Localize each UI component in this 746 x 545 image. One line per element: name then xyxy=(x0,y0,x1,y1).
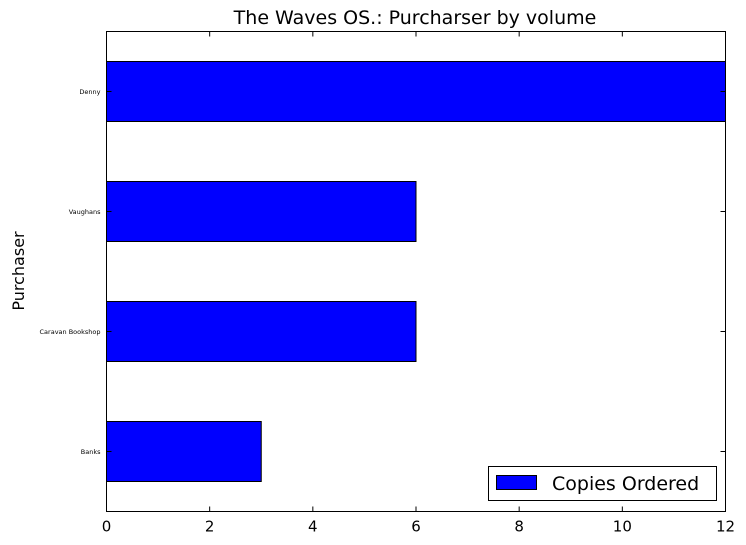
x-tick-label: 8 xyxy=(514,518,524,536)
plot-frame xyxy=(106,31,726,512)
y-axis-label: Purchaser xyxy=(9,231,28,311)
bar-caravan-bookshop xyxy=(106,301,417,362)
y-tick-label: Banks xyxy=(81,448,101,456)
x-tick-label: 0 xyxy=(102,518,112,536)
bar-denny xyxy=(106,61,726,122)
legend-label: Copies Ordered xyxy=(552,473,699,495)
x-tick-label: 4 xyxy=(308,518,318,536)
x-tick-label: 12 xyxy=(716,518,735,536)
bar-vaughans xyxy=(106,181,417,242)
legend: Copies Ordered xyxy=(488,466,717,501)
bars-group xyxy=(106,61,726,482)
chart-title: The Waves OS.: Purcharser by volume xyxy=(233,7,597,29)
x-tick-label: 6 xyxy=(411,518,421,536)
y-tick-label: Caravan Bookshop xyxy=(40,328,101,336)
x-ticks-group: 0 2 4 6 8 10 12 xyxy=(102,31,735,536)
y-tick-label: Vaughans xyxy=(69,208,101,216)
x-tick-label: 10 xyxy=(613,518,632,536)
legend-swatch xyxy=(496,475,537,490)
y-ticks-group: Banks Caravan Bookshop Vaughans Denny xyxy=(40,88,726,456)
x-tick-label: 2 xyxy=(205,518,215,536)
bar-banks xyxy=(106,421,262,482)
y-tick-label: Denny xyxy=(79,88,100,96)
